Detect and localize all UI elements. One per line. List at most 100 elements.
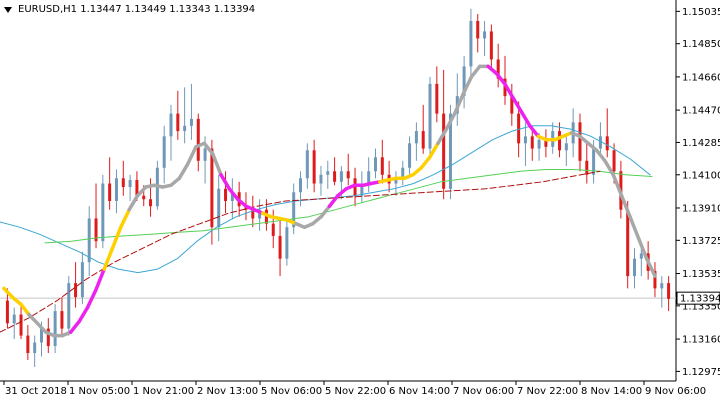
- candle: [67, 276, 71, 336]
- chart-menu-triangle-icon[interactable]: [4, 7, 12, 13]
- y-tick-label: 1.14660: [682, 72, 720, 83]
- ma-fast-segment: [2, 286, 15, 299]
- candle: [87, 206, 91, 277]
- candle-body: [626, 209, 630, 277]
- candle: [483, 20, 487, 56]
- candle-body: [196, 118, 200, 161]
- candle-body: [135, 180, 139, 196]
- candle: [544, 129, 548, 158]
- candle: [578, 113, 582, 172]
- candle: [585, 143, 589, 184]
- candle: [33, 335, 37, 368]
- candle: [435, 66, 439, 123]
- candle-body: [326, 171, 330, 175]
- candle-body: [408, 143, 412, 168]
- candle: [387, 160, 391, 193]
- candle: [367, 157, 371, 193]
- candle-body: [94, 218, 98, 242]
- candle: [428, 76, 432, 158]
- candle-body: [149, 199, 153, 207]
- candle: [285, 220, 289, 266]
- x-tick-label: 9 Nov 06:00: [645, 386, 706, 397]
- ma-fast-segment: [94, 267, 106, 292]
- y-tick-label: 1.12975: [682, 367, 720, 378]
- candle: [121, 160, 125, 196]
- candle: [101, 174, 105, 249]
- candle: [380, 139, 384, 184]
- candle-body: [428, 83, 432, 149]
- candle: [633, 248, 637, 289]
- candle-body: [271, 223, 275, 236]
- ma-fast-segment: [202, 141, 215, 156]
- candle-body: [414, 131, 418, 144]
- candle: [176, 90, 180, 140]
- ma-fast-segment: [419, 155, 432, 170]
- candle: [196, 113, 200, 172]
- ma-fast-segment: [619, 193, 632, 219]
- candle: [510, 83, 514, 126]
- candle-body: [203, 148, 207, 161]
- candle: [489, 24, 493, 70]
- ma-fast-segment: [594, 148, 607, 163]
- candle-body: [299, 178, 303, 193]
- candle: [5, 288, 9, 329]
- candle-body: [80, 262, 84, 298]
- candle-body: [469, 20, 473, 67]
- ma-fast-segment: [85, 288, 98, 310]
- candle: [476, 13, 480, 53]
- candle-body: [251, 209, 255, 219]
- candle-body: [394, 178, 398, 184]
- candle-body: [667, 283, 671, 299]
- candle-body: [162, 136, 166, 168]
- ma-fast-segment: [578, 134, 590, 146]
- ma-fast-segment: [336, 187, 348, 198]
- y-tick-label: 1.14850: [682, 39, 720, 50]
- ma-fast-segment: [411, 166, 424, 177]
- ma-fast-segment: [127, 193, 140, 212]
- candle: [169, 104, 173, 161]
- candle-body: [462, 66, 466, 97]
- x-tick-label: 5 Nov 22:00: [325, 386, 386, 397]
- candle-body: [74, 283, 78, 298]
- x-tick-label: 6 Nov 14:00: [389, 386, 450, 397]
- candle-body: [39, 328, 43, 343]
- candle-body: [435, 83, 439, 114]
- candle-body: [319, 174, 323, 184]
- candle-body: [258, 209, 262, 219]
- ma-fast-segment: [327, 193, 340, 208]
- ma-fast-segment: [69, 319, 81, 334]
- candle-body: [530, 136, 534, 149]
- candle: [373, 148, 377, 179]
- candle-body: [496, 59, 500, 79]
- ma-fast-segment: [10, 295, 23, 306]
- candle-body: [12, 314, 16, 324]
- x-tick-label: 2 Nov 13:00: [197, 386, 258, 397]
- candle: [224, 171, 228, 214]
- candle-body: [101, 183, 105, 242]
- x-tick-label: 1 Nov 05:00: [69, 386, 130, 397]
- candle-body: [333, 171, 337, 182]
- ma-fast-segment: [319, 204, 332, 219]
- candle: [394, 171, 398, 196]
- candle-body: [585, 160, 589, 175]
- candle: [401, 160, 405, 186]
- ma-fast-segment: [511, 96, 524, 114]
- candle-body: [224, 188, 228, 201]
- candle: [230, 178, 234, 219]
- ma-fast-segment: [177, 162, 190, 181]
- candle-body: [483, 31, 487, 39]
- ma-fast-segment: [519, 110, 532, 128]
- x-tick-label: 7 Nov 22:00: [517, 386, 578, 397]
- y-tick-label: 1.13535: [682, 269, 720, 280]
- candle-body: [489, 31, 493, 60]
- candle-body: [598, 136, 602, 149]
- x-tick-label: 7 Nov 06:00: [453, 386, 514, 397]
- candle-body: [26, 335, 30, 354]
- candle-body: [592, 148, 596, 175]
- y-tick-label: 1.13725: [682, 236, 720, 247]
- x-tick-label: 5 Nov 06:00: [261, 386, 322, 397]
- candle-body: [578, 122, 582, 161]
- ma-long-line: [0, 170, 601, 333]
